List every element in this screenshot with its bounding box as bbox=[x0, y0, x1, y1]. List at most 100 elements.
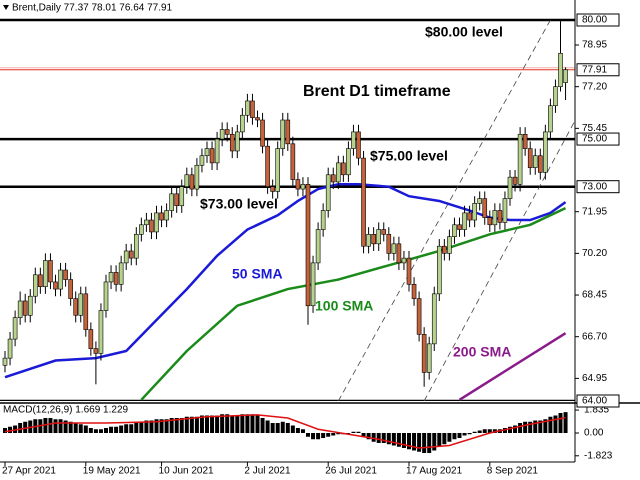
current-price-label: 77.91 bbox=[582, 64, 607, 75]
candle-body bbox=[290, 143, 296, 180]
macd-bar bbox=[174, 418, 179, 433]
macd-bar bbox=[255, 415, 260, 433]
macd-bar bbox=[270, 423, 275, 433]
sma-line bbox=[140, 206, 567, 401]
macd-bar bbox=[386, 433, 391, 445]
annotation: $80.00 level bbox=[425, 24, 503, 40]
macd-bar bbox=[306, 433, 310, 437]
macd-bar bbox=[114, 426, 119, 433]
candle-body bbox=[335, 162, 341, 183]
macd-bar bbox=[437, 433, 442, 447]
candle-body bbox=[467, 212, 472, 221]
candle-body bbox=[128, 250, 134, 259]
candle-body bbox=[330, 174, 336, 183]
y-tick-label: 75.45 bbox=[582, 123, 607, 134]
level-label: 64.00 bbox=[582, 396, 607, 407]
candle-body bbox=[199, 155, 205, 166]
macd-bar bbox=[285, 423, 290, 433]
candle-body bbox=[406, 257, 412, 285]
candle-body bbox=[270, 186, 275, 192]
macd-bar bbox=[422, 433, 427, 453]
macd-bar bbox=[280, 421, 285, 433]
candle-body bbox=[83, 293, 89, 330]
macd-bar bbox=[194, 416, 199, 433]
candle-body bbox=[346, 148, 351, 176]
macd-bar bbox=[220, 414, 225, 433]
macd-bar bbox=[250, 414, 255, 433]
macd-bar bbox=[452, 433, 457, 440]
candle-body bbox=[548, 105, 553, 133]
candle-body bbox=[351, 131, 356, 149]
candle-body bbox=[527, 148, 533, 168]
candle-body bbox=[482, 198, 488, 218]
candle-body bbox=[391, 243, 397, 254]
sma-label: 200 SMA bbox=[453, 344, 511, 360]
candle-body bbox=[38, 274, 43, 288]
macd-bar bbox=[513, 425, 518, 433]
candle-body bbox=[305, 184, 311, 307]
macd-bar bbox=[356, 431, 361, 433]
candle-body bbox=[341, 162, 346, 176]
candle-body bbox=[73, 298, 78, 316]
x-tick-label: 19 May 2021 bbox=[83, 466, 141, 477]
candle-body bbox=[543, 131, 548, 173]
candle-body bbox=[315, 229, 321, 264]
macd-bar bbox=[523, 421, 528, 433]
macd-bar bbox=[427, 433, 432, 453]
y-tick-label: 64.95 bbox=[582, 373, 607, 384]
level-label: 80.00 bbox=[582, 15, 607, 26]
y-tick-label: 66.70 bbox=[582, 331, 607, 342]
candle-body bbox=[189, 174, 195, 190]
candle-body bbox=[240, 114, 245, 133]
candle-body bbox=[381, 229, 387, 235]
macd-bar bbox=[73, 423, 78, 433]
candle-body bbox=[436, 245, 442, 295]
macd-bar bbox=[295, 428, 300, 433]
macd-bar bbox=[371, 433, 376, 442]
candle-body bbox=[88, 329, 94, 349]
macd-bar bbox=[235, 415, 240, 433]
macd-bar bbox=[396, 433, 401, 447]
macd-bar bbox=[376, 433, 381, 443]
candle-body bbox=[396, 243, 402, 264]
macd-bar bbox=[467, 433, 472, 435]
macd-bar bbox=[53, 419, 58, 433]
candle-body bbox=[426, 343, 432, 373]
macd-bar bbox=[199, 415, 204, 433]
macd-bar bbox=[432, 433, 437, 451]
candle-body bbox=[27, 295, 33, 316]
candle-body bbox=[179, 186, 185, 207]
axes: 78.95 77.20 75.45 71.95 70.20 68.45 66.70 64.95… bbox=[2, 13, 620, 477]
candle-body bbox=[386, 234, 392, 254]
candle-body bbox=[169, 193, 174, 211]
candle-body bbox=[12, 317, 18, 340]
macd-bar bbox=[3, 428, 7, 433]
macd-bar bbox=[205, 415, 209, 433]
candle-body bbox=[416, 298, 422, 335]
y-tick-label: 78.95 bbox=[582, 40, 607, 51]
candle-body bbox=[477, 198, 483, 204]
x-tick-label: 17 Aug 2021 bbox=[406, 466, 463, 477]
macd-bar bbox=[508, 426, 512, 433]
candle-body bbox=[356, 131, 361, 159]
candle-body bbox=[22, 300, 28, 316]
macd-bar bbox=[553, 415, 558, 433]
macd-bar bbox=[154, 419, 159, 433]
macd-bar bbox=[346, 433, 351, 434]
macd-bar bbox=[149, 420, 154, 433]
macd-bar bbox=[139, 421, 144, 433]
macd-bar bbox=[300, 429, 305, 433]
macd-bar bbox=[18, 423, 23, 433]
macd-bar bbox=[482, 429, 487, 433]
trendline bbox=[337, 19, 551, 401]
macd-bar bbox=[538, 420, 543, 433]
candle-body bbox=[255, 117, 260, 121]
macd-bar bbox=[83, 425, 88, 433]
level-box bbox=[576, 13, 620, 27]
macd-bar bbox=[391, 433, 396, 446]
current-price-box bbox=[576, 63, 620, 77]
candle-body bbox=[184, 174, 190, 187]
candle-body bbox=[320, 210, 326, 230]
macd-bar bbox=[68, 421, 73, 433]
